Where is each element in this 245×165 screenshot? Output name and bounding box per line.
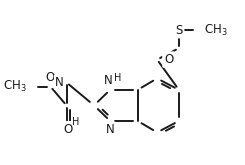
Text: H: H (72, 117, 79, 127)
Text: O: O (46, 71, 55, 84)
Text: N: N (55, 76, 64, 89)
Text: N: N (106, 123, 114, 136)
Text: N: N (103, 74, 112, 87)
Text: O: O (164, 53, 173, 66)
Text: S: S (175, 24, 183, 37)
Text: CH$_3$: CH$_3$ (3, 79, 26, 94)
Text: CH$_3$: CH$_3$ (204, 23, 228, 38)
Text: O: O (63, 123, 72, 136)
Text: H: H (114, 73, 122, 83)
